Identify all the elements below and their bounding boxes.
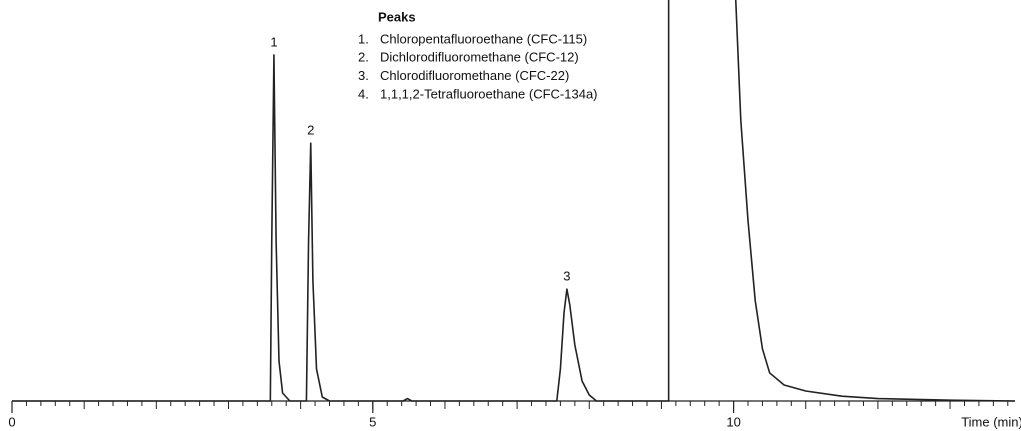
peak-label: 2 <box>307 123 314 138</box>
legend-number: 2. <box>358 50 369 65</box>
legend-number: 4. <box>358 86 369 101</box>
x-tick-label: 0 <box>8 414 15 429</box>
x-tick-label: 5 <box>369 414 376 429</box>
legend-number: 3. <box>358 68 369 83</box>
peak-label: 3 <box>563 269 570 284</box>
legend-number: 1. <box>358 31 369 46</box>
legend-name: Chloropentafluoroethane (CFC-115) <box>380 31 587 46</box>
legend-name: Chlorodifluoromethane (CFC-22) <box>380 68 569 83</box>
peak-label: 1 <box>270 34 277 49</box>
chromatogram-trace <box>12 0 1016 402</box>
legend-name: Dichlorodifluoromethane (CFC-12) <box>380 50 579 65</box>
legend-title: Peaks <box>378 9 416 24</box>
legend-name: 1,1,1,2-Tetrafluoroethane (CFC-134a) <box>380 86 598 101</box>
x-axis-label: Time (min) <box>961 414 1021 429</box>
x-tick-label: 10 <box>726 414 740 429</box>
